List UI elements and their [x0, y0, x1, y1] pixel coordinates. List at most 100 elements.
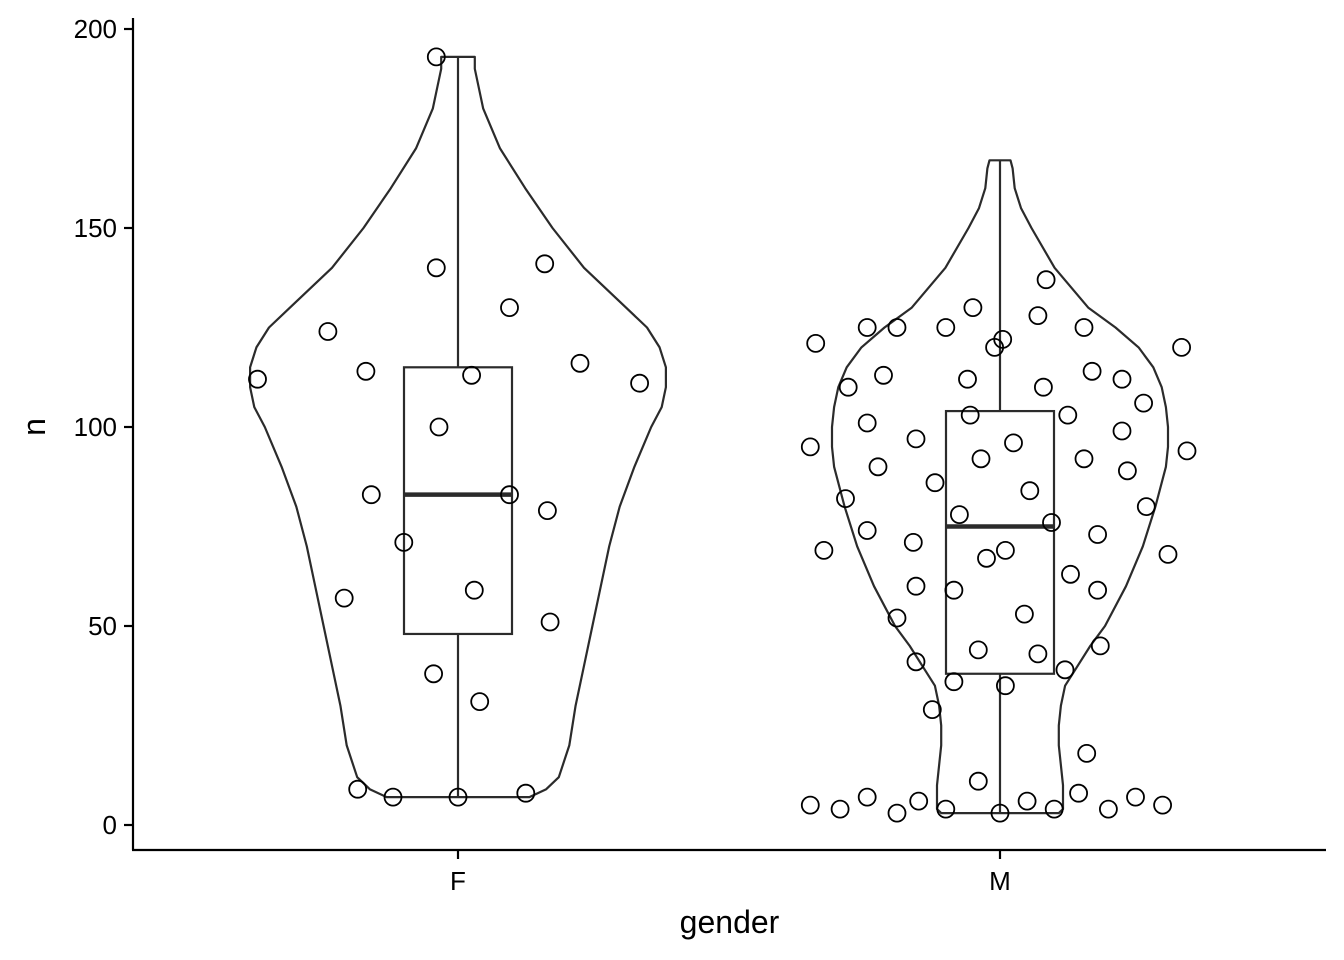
data-point — [960, 405, 980, 425]
data-point — [426, 258, 446, 278]
data-point — [944, 580, 964, 600]
data-point — [356, 361, 376, 381]
data-point — [1099, 799, 1118, 819]
box — [944, 409, 1056, 675]
data-point — [1112, 421, 1132, 441]
data-point — [1017, 791, 1037, 811]
data-point — [516, 783, 536, 803]
data-point — [996, 676, 1015, 696]
y-axis-title: n — [16, 418, 52, 436]
data-point — [334, 588, 354, 608]
data-point — [936, 318, 956, 337]
data-point — [1015, 604, 1034, 624]
data-point — [383, 787, 403, 807]
data-point — [857, 521, 877, 540]
data-point — [424, 664, 444, 684]
data-point — [925, 473, 945, 493]
data-point — [874, 365, 893, 385]
data-point — [968, 640, 988, 660]
data-point — [1090, 636, 1110, 656]
data-point — [1004, 433, 1023, 453]
data-point — [936, 799, 956, 819]
y-tick-label: 0 — [103, 810, 117, 840]
data-point — [500, 485, 519, 505]
data-point — [857, 318, 877, 337]
data-point — [1177, 441, 1197, 461]
data-point — [470, 692, 490, 711]
data-point — [1020, 481, 1040, 501]
data-point — [1074, 449, 1094, 469]
data-point — [570, 353, 590, 373]
data-point — [838, 377, 858, 397]
data-point — [1077, 744, 1097, 763]
y-tick-label: 150 — [74, 213, 117, 243]
group-m — [800, 159, 1197, 823]
data-point — [348, 779, 368, 799]
data-point — [830, 799, 850, 819]
data-point — [462, 365, 482, 385]
data-point — [1126, 787, 1145, 807]
data-point — [950, 505, 969, 524]
data-point — [1082, 361, 1102, 381]
data-point — [1034, 377, 1053, 397]
data-point — [906, 429, 926, 449]
data-point — [1069, 783, 1088, 803]
data-point — [857, 787, 877, 807]
y-tick-label: 50 — [88, 611, 117, 641]
data-point — [887, 608, 907, 628]
data-point — [996, 541, 1015, 560]
data-point — [464, 580, 484, 600]
data-point — [909, 791, 929, 811]
data-point — [1044, 799, 1064, 819]
y-tick-label: 100 — [74, 412, 117, 442]
data-point — [958, 369, 977, 389]
data-point — [990, 803, 1010, 823]
violin-m — [830, 159, 1170, 815]
box — [402, 366, 514, 636]
data-point — [906, 652, 926, 672]
data-point — [968, 771, 988, 791]
data-point — [1061, 564, 1080, 584]
data-point — [1134, 393, 1153, 413]
x-tick-label: M — [989, 866, 1011, 896]
data-point — [1074, 318, 1094, 337]
data-point — [429, 417, 449, 437]
data-point — [887, 803, 907, 823]
data-point — [535, 254, 555, 274]
violin-f — [249, 55, 667, 799]
data-point — [868, 457, 888, 477]
data-point — [806, 333, 826, 353]
data-point — [963, 298, 983, 318]
data-point — [630, 373, 649, 393]
data-point — [1042, 513, 1061, 532]
data-point — [248, 369, 267, 389]
data-point — [977, 548, 996, 568]
x-tick-label: F — [450, 866, 466, 896]
axes: 0 50 100 150 200 F M — [74, 14, 1326, 896]
data-point — [1028, 644, 1048, 664]
data-point — [1028, 306, 1048, 326]
data-point — [1158, 545, 1178, 564]
data-point — [1055, 660, 1075, 680]
data-point — [500, 298, 519, 318]
data-point — [800, 437, 820, 457]
data-point — [903, 533, 923, 552]
data-point — [922, 700, 942, 719]
data-point — [887, 318, 907, 337]
data-point — [814, 541, 834, 560]
data-point — [993, 329, 1013, 349]
data-point — [857, 413, 877, 433]
data-point — [800, 795, 820, 815]
data-point — [1036, 270, 1056, 290]
data-point — [1088, 525, 1107, 544]
x-axis-title: gender — [680, 904, 780, 940]
data-point — [971, 449, 991, 469]
data-point — [1153, 795, 1172, 815]
data-point — [944, 672, 964, 692]
data-point — [540, 612, 560, 632]
data-point — [318, 322, 338, 341]
group-f — [248, 47, 667, 807]
data-point — [448, 787, 468, 807]
data-point — [1136, 497, 1156, 517]
